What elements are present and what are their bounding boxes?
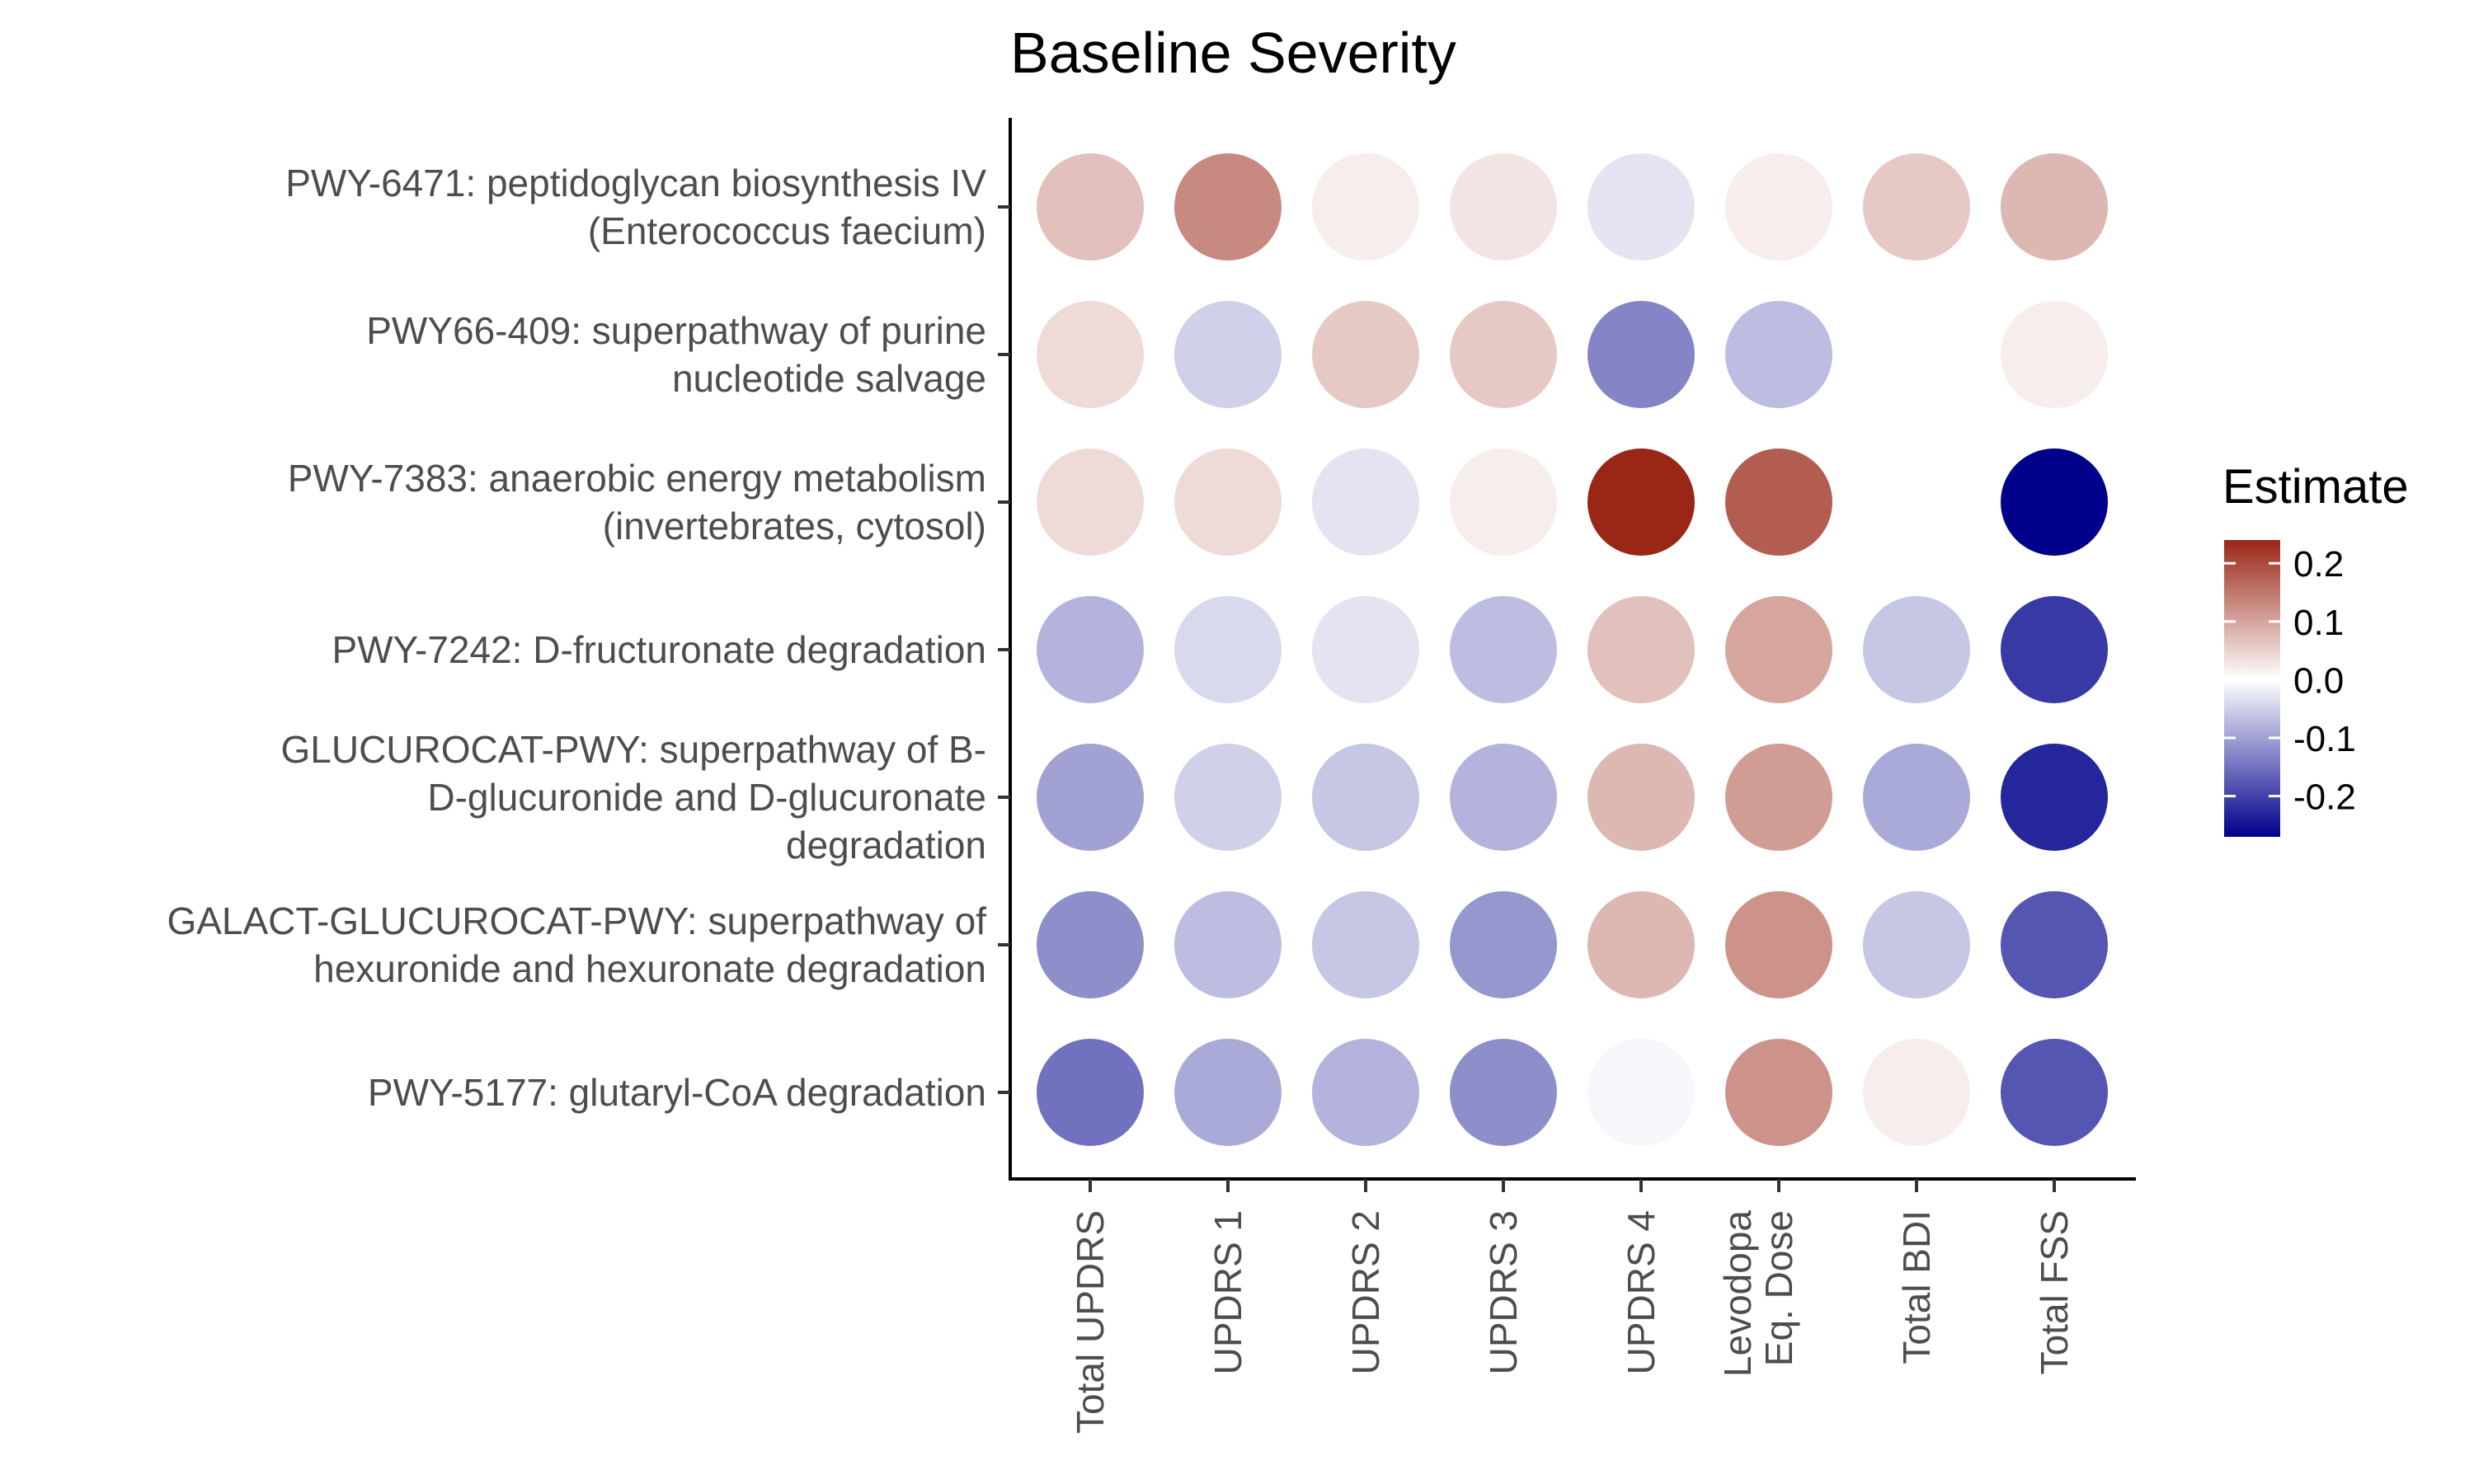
bubble-point: [1587, 448, 1695, 556]
y-tick-label: hexuronide and hexuronate degradation: [313, 947, 986, 990]
bubble-point: [1450, 1039, 1557, 1146]
legend-tick-label: -0.2: [2293, 777, 2356, 818]
y-tick-label: nucleotide salvage: [672, 357, 986, 400]
bubble-point: [1037, 596, 1144, 703]
bubble-point: [1587, 301, 1695, 408]
bubble-point: [1587, 153, 1695, 261]
bubble-point: [1450, 153, 1557, 261]
bubble-point: [1863, 744, 1970, 851]
bubble-point: [1863, 596, 1970, 703]
bubble-point: [1725, 153, 1832, 261]
bubble-point: [1174, 153, 1282, 261]
bubble-point: [1725, 596, 1832, 703]
legend-tick-label: 0.0: [2293, 660, 2344, 701]
bubble-point: [2001, 596, 2108, 703]
bubble-point: [1037, 1039, 1144, 1146]
x-tick-label: Total FSS: [2033, 1210, 2076, 1374]
bubble-point: [1587, 891, 1695, 998]
x-tick-label: Total UPDRS: [1069, 1210, 1112, 1434]
legend-title: Estimate: [2222, 460, 2409, 514]
y-tick-label: D-glucuronide and D-glucuronate: [427, 776, 986, 819]
y-tick-label: PWY-7242: D-fructuronate degradation: [332, 628, 986, 671]
y-tick-label: (invertebrates, cytosol): [603, 505, 986, 547]
bubble-point: [1174, 448, 1282, 556]
bubble-point: [2001, 301, 2108, 408]
y-tick-label: PWY-7383: anaerobic energy metabolism: [288, 457, 986, 500]
y-tick-label: PWY-6471: peptidoglycan biosynthesis IV: [285, 162, 986, 204]
bubble-point: [2001, 744, 2108, 851]
bubble-point: [1037, 448, 1144, 556]
bubble-point: [1174, 301, 1282, 408]
y-tick-label: degradation: [786, 824, 986, 866]
y-tick-label: (Enterococcus faecium): [588, 209, 986, 252]
bubble-point: [1312, 744, 1419, 851]
bubble-point: [1450, 301, 1557, 408]
x-tick-label: UPDRS 1: [1206, 1210, 1249, 1374]
bubble-point: [1863, 448, 1970, 556]
bubble-point: [1587, 596, 1695, 703]
legend-tick-label: 0.1: [2293, 603, 2344, 643]
legend: Estimate 0.2 0.1 0.0 -0.1 -0.2: [2222, 460, 2409, 837]
bubble-point: [1863, 153, 1970, 261]
bubble-point: [1863, 1039, 1970, 1146]
y-tick-label: GLUCUROCAT-PWY: superpathway of B-: [280, 728, 986, 771]
x-tick-label: UPDRS 2: [1344, 1210, 1387, 1374]
legend-tick-label: -0.1: [2293, 719, 2356, 759]
bubble-point: [1725, 301, 1832, 408]
bubble-point: [1312, 153, 1419, 261]
bubble-point: [1312, 448, 1419, 556]
bubble-point: [1587, 744, 1695, 851]
bubble-point: [1037, 891, 1144, 998]
y-tick-label: PWY66-409: superpathway of purine: [366, 309, 986, 352]
bubble-point: [1312, 1039, 1419, 1146]
bubble-point: [1174, 596, 1282, 703]
y-tick-label: GALACT-GLUCUROCAT-PWY: superpathway of: [167, 899, 986, 942]
chart-title: Baseline Severity: [1010, 21, 1456, 85]
bubble-point: [1312, 301, 1419, 408]
bubble-point: [1450, 596, 1557, 703]
legend-colorbar: [2224, 540, 2280, 837]
x-tick-label: Total BDI: [1895, 1210, 1938, 1364]
x-tick-label: Levodopa: [1716, 1210, 1759, 1377]
bubble-point: [1037, 744, 1144, 851]
x-tick-label: UPDRS 4: [1620, 1210, 1663, 1374]
bubble-point: [1450, 891, 1557, 998]
bubble-point: [1174, 891, 1282, 998]
bubble-point: [2001, 448, 2108, 556]
bubble-point: [1725, 1039, 1832, 1146]
bubble-point: [2001, 891, 2108, 998]
bubble-point: [1174, 744, 1282, 851]
bubble-point: [1312, 891, 1419, 998]
bubble-point: [2001, 1039, 2108, 1146]
bubble-point: [1450, 448, 1557, 556]
bubble-point: [1450, 744, 1557, 851]
bubble-point: [1587, 1039, 1695, 1146]
bubble-point: [1312, 596, 1419, 703]
y-tick-label: PWY-5177: glutaryl-CoA degradation: [368, 1071, 986, 1114]
legend-tick-label: 0.2: [2293, 544, 2344, 585]
bubble-point: [1037, 301, 1144, 408]
bubble-point: [1725, 744, 1832, 851]
bubble-point: [1174, 1039, 1282, 1146]
bubble-point: [1725, 891, 1832, 998]
x-tick-label: UPDRS 3: [1482, 1210, 1525, 1374]
bubble-point: [1037, 153, 1144, 261]
bubble-point: [2001, 153, 2108, 261]
bubble-point: [1863, 891, 1970, 998]
x-tick-label: Eq. Dose: [1757, 1210, 1800, 1366]
bubble-point: [1725, 448, 1832, 556]
